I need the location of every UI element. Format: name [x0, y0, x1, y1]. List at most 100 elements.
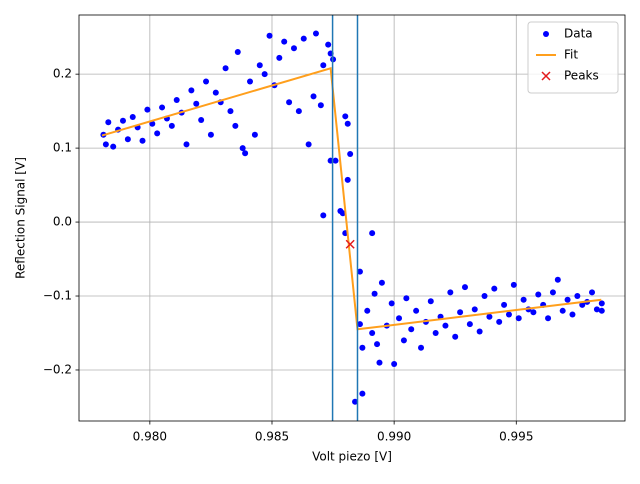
data-point	[569, 311, 576, 318]
data-point	[452, 333, 459, 340]
data-point	[396, 315, 403, 322]
data-point	[339, 210, 346, 217]
data-point	[332, 157, 339, 164]
data-point	[486, 313, 493, 320]
data-point	[364, 307, 371, 314]
y-tick-label: 0.1	[53, 141, 72, 155]
data-point	[589, 289, 596, 296]
x-tick-label: 0.995	[499, 430, 533, 444]
data-point	[227, 108, 234, 115]
data-point	[312, 30, 319, 37]
data-point	[347, 151, 354, 158]
data-point	[242, 150, 249, 157]
legend-box	[527, 21, 619, 94]
data-point	[564, 296, 571, 303]
data-point	[266, 32, 273, 39]
data-point	[376, 359, 383, 366]
data-point	[251, 131, 258, 138]
legend-label: Data	[564, 27, 593, 41]
data-point	[159, 104, 166, 111]
data-point	[418, 344, 425, 351]
peak-marker	[345, 239, 355, 249]
data-point	[325, 41, 332, 48]
data-point	[447, 289, 454, 296]
data-point	[105, 119, 112, 126]
data-point	[501, 301, 508, 308]
data-point	[408, 326, 415, 333]
data-point	[168, 122, 175, 129]
data-point	[545, 315, 552, 322]
data-point	[173, 97, 180, 104]
data-point	[102, 141, 109, 148]
data-point	[129, 114, 136, 121]
data-point	[554, 276, 561, 283]
data-point	[579, 301, 586, 308]
y-tick-label: −0.1	[43, 289, 72, 303]
data-point	[457, 309, 464, 316]
data-point	[593, 306, 600, 313]
data-point	[427, 298, 434, 305]
data-point	[188, 87, 195, 94]
data-point	[342, 113, 349, 120]
data-point	[388, 300, 395, 307]
data-point	[232, 122, 239, 129]
legend-label: Fit	[564, 48, 578, 62]
data-point	[356, 268, 363, 275]
data-point	[510, 281, 517, 288]
y-tick-label: −0.2	[43, 362, 72, 376]
data-point	[549, 289, 556, 296]
data-point	[491, 285, 498, 292]
data-point	[119, 117, 126, 124]
data-point	[400, 337, 407, 344]
x-tick-label: 0.990	[377, 430, 411, 444]
data-point	[154, 130, 161, 137]
data-point	[378, 279, 385, 286]
y-tick-label: 0.0	[53, 215, 72, 229]
data-point	[515, 315, 522, 322]
data-point	[413, 307, 420, 314]
data-point	[281, 38, 288, 45]
legend-label: Peaks	[564, 69, 599, 83]
data-point	[295, 108, 302, 115]
data-point	[559, 307, 566, 314]
data-point	[442, 322, 449, 329]
data-point	[203, 78, 210, 85]
data-point	[530, 309, 537, 316]
y-tick-label: 0.2	[53, 67, 72, 81]
fit-line	[101, 66, 602, 331]
data-point	[256, 62, 263, 69]
data-point	[207, 131, 214, 138]
data-point	[359, 390, 366, 397]
data-point	[369, 230, 376, 237]
data-point	[124, 136, 131, 143]
x-tick-label: 0.980	[133, 430, 167, 444]
x-tick-label: 0.985	[255, 430, 289, 444]
data-point	[356, 321, 363, 328]
data-point	[198, 117, 205, 124]
data-point	[598, 300, 605, 307]
data-point	[352, 398, 359, 405]
data-point	[432, 329, 439, 336]
data-point	[471, 306, 478, 313]
data-point	[305, 141, 312, 148]
legend-marker	[543, 31, 549, 37]
data-point	[144, 106, 151, 113]
data-point	[391, 361, 398, 368]
data-point	[193, 100, 200, 107]
data-point	[476, 328, 483, 335]
data-point	[496, 318, 503, 325]
legend-marker	[541, 71, 551, 81]
data-point	[139, 137, 146, 144]
data-point	[276, 54, 283, 61]
plot-frame	[78, 14, 626, 422]
data-point	[359, 344, 366, 351]
data-point	[344, 176, 351, 183]
data-point	[286, 99, 293, 106]
data-point	[320, 212, 327, 219]
data-point	[234, 48, 241, 55]
data-point	[183, 141, 190, 148]
data-point	[369, 329, 376, 336]
data-point	[344, 120, 351, 127]
data-point	[598, 307, 605, 314]
